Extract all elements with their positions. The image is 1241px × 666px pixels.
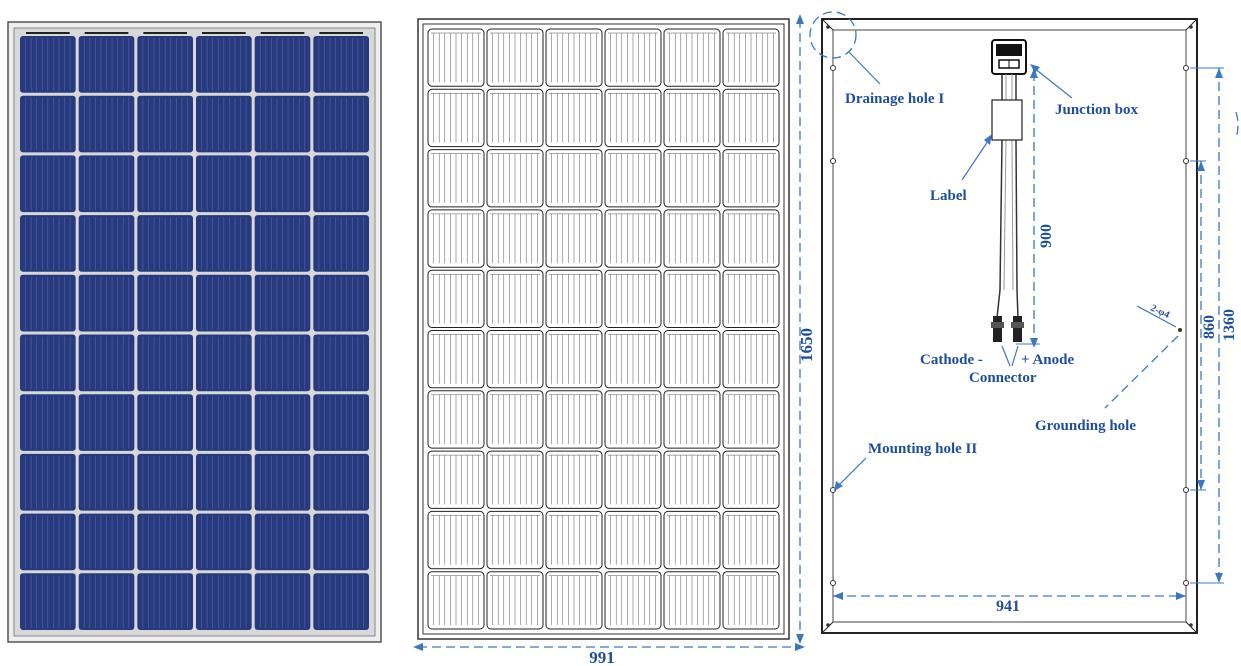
- anode-label: + Anode: [1021, 352, 1074, 368]
- grounding-hole-leader: [1104, 335, 1179, 409]
- mounting-hole-leader: [835, 457, 867, 489]
- connector-minus: [993, 316, 1002, 342]
- connector-minus-cap: [991, 322, 1004, 328]
- grounding-hole-label: Grounding hole: [1035, 418, 1136, 434]
- cable-dimension-arrow-bottom: [1030, 338, 1038, 348]
- connector-leader-left: [1001, 345, 1011, 367]
- overall-spacing-arc: [1235, 111, 1239, 139]
- hole-corner-tl: [826, 25, 830, 29]
- back-width-arrow-left: [833, 592, 843, 600]
- frame-corner-bl: [821, 621, 834, 634]
- front-panel-outline: 1650 991: [413, 14, 816, 666]
- drainage-hole-label: Drainage hole I: [845, 91, 944, 107]
- back-panel-frame-inner: [832, 29, 1187, 623]
- connector-leader-right: [1011, 345, 1019, 367]
- junction-box-leader-arrow: [1030, 64, 1040, 73]
- width-dimension-text: 991: [589, 648, 615, 666]
- label-leader: [961, 137, 991, 181]
- frame-corner-tr: [1185, 18, 1198, 31]
- connector-label: Connector: [969, 370, 1037, 386]
- blue-busbar: [260, 32, 305, 34]
- overall-spacing-arrow-top: [1215, 68, 1223, 78]
- cable-left-2: [1003, 74, 1007, 291]
- blue-busbar: [84, 32, 129, 34]
- width-dimension: 991: [413, 643, 805, 666]
- height-arrow-top: [796, 14, 804, 24]
- back-width-dimension-text: 941: [996, 598, 1020, 615]
- back-panel: Drainage hole I Junction box Label 900: [809, 11, 1239, 634]
- overall-spacing-arrow-bottom: [1215, 573, 1223, 583]
- mount-spacing-dimension-text: 860: [1201, 315, 1218, 339]
- front-panel-outline-inner: [422, 23, 785, 635]
- grounding-hole-leader-a: [1136, 305, 1177, 328]
- hole-right-1: [1183, 65, 1189, 71]
- outline-cell-grid: [427, 28, 780, 630]
- junction-box-label: Junction box: [1055, 102, 1138, 118]
- back-width-arrow-right: [1176, 592, 1186, 600]
- cable-left: [996, 74, 1003, 319]
- hole-right-4: [1183, 580, 1189, 586]
- hole-right-3: [1183, 487, 1189, 493]
- hole-left-2: [830, 158, 836, 164]
- mount-spacing-arrow-top: [1197, 161, 1205, 171]
- cable-label-tag: [991, 99, 1023, 141]
- blue-busbar: [26, 32, 70, 34]
- hole-corner-tr: [1189, 25, 1193, 29]
- mount-spacing-arrow-bottom: [1197, 480, 1205, 490]
- connector-plus-cap: [1011, 322, 1024, 328]
- frame-corner-br: [1185, 621, 1198, 634]
- height-arrow-bottom: [796, 634, 804, 644]
- drainage-hole-circle: [809, 11, 857, 59]
- hole-corner-bl: [826, 623, 830, 627]
- front-panel-blue: [7, 21, 382, 643]
- label-text: Label: [930, 188, 967, 204]
- junction-box: [991, 39, 1027, 75]
- label-leader-arrow: [984, 134, 992, 145]
- hole-right-2: [1183, 158, 1189, 164]
- cable-right: [1015, 74, 1019, 319]
- grounding-hole-marker: [1178, 328, 1182, 332]
- cable-dimension-arrow-top: [1030, 68, 1038, 78]
- cable-right-2: [1011, 74, 1014, 291]
- junction-box-top: [996, 44, 1022, 56]
- cable-dimension-text: 900: [1038, 224, 1055, 248]
- drainage-hole-leader: [848, 51, 881, 85]
- width-arrow-left: [413, 643, 423, 651]
- hole-left-4: [830, 580, 836, 586]
- blue-busbar: [202, 32, 246, 34]
- mounting-hole-label: Mounting hole II: [868, 441, 977, 457]
- blue-busbar: [319, 32, 363, 34]
- junction-box-leader: [1033, 67, 1073, 99]
- blue-busbar: [143, 32, 187, 34]
- cathode-label: Cathode -: [920, 352, 983, 368]
- frame-corner-tl: [821, 18, 834, 31]
- overall-spacing-dimension-text: 1360: [1221, 309, 1238, 341]
- hole-left-1: [830, 65, 836, 71]
- hole-corner-br: [1189, 623, 1193, 627]
- connector-plus: [1013, 316, 1022, 342]
- mounting-hole-leader-arrow: [834, 481, 843, 491]
- height-dimension: 1650: [796, 14, 816, 644]
- width-arrow-right: [795, 643, 805, 651]
- blue-cell-grid: [20, 32, 369, 630]
- height-dimension-text: 1650: [797, 328, 816, 362]
